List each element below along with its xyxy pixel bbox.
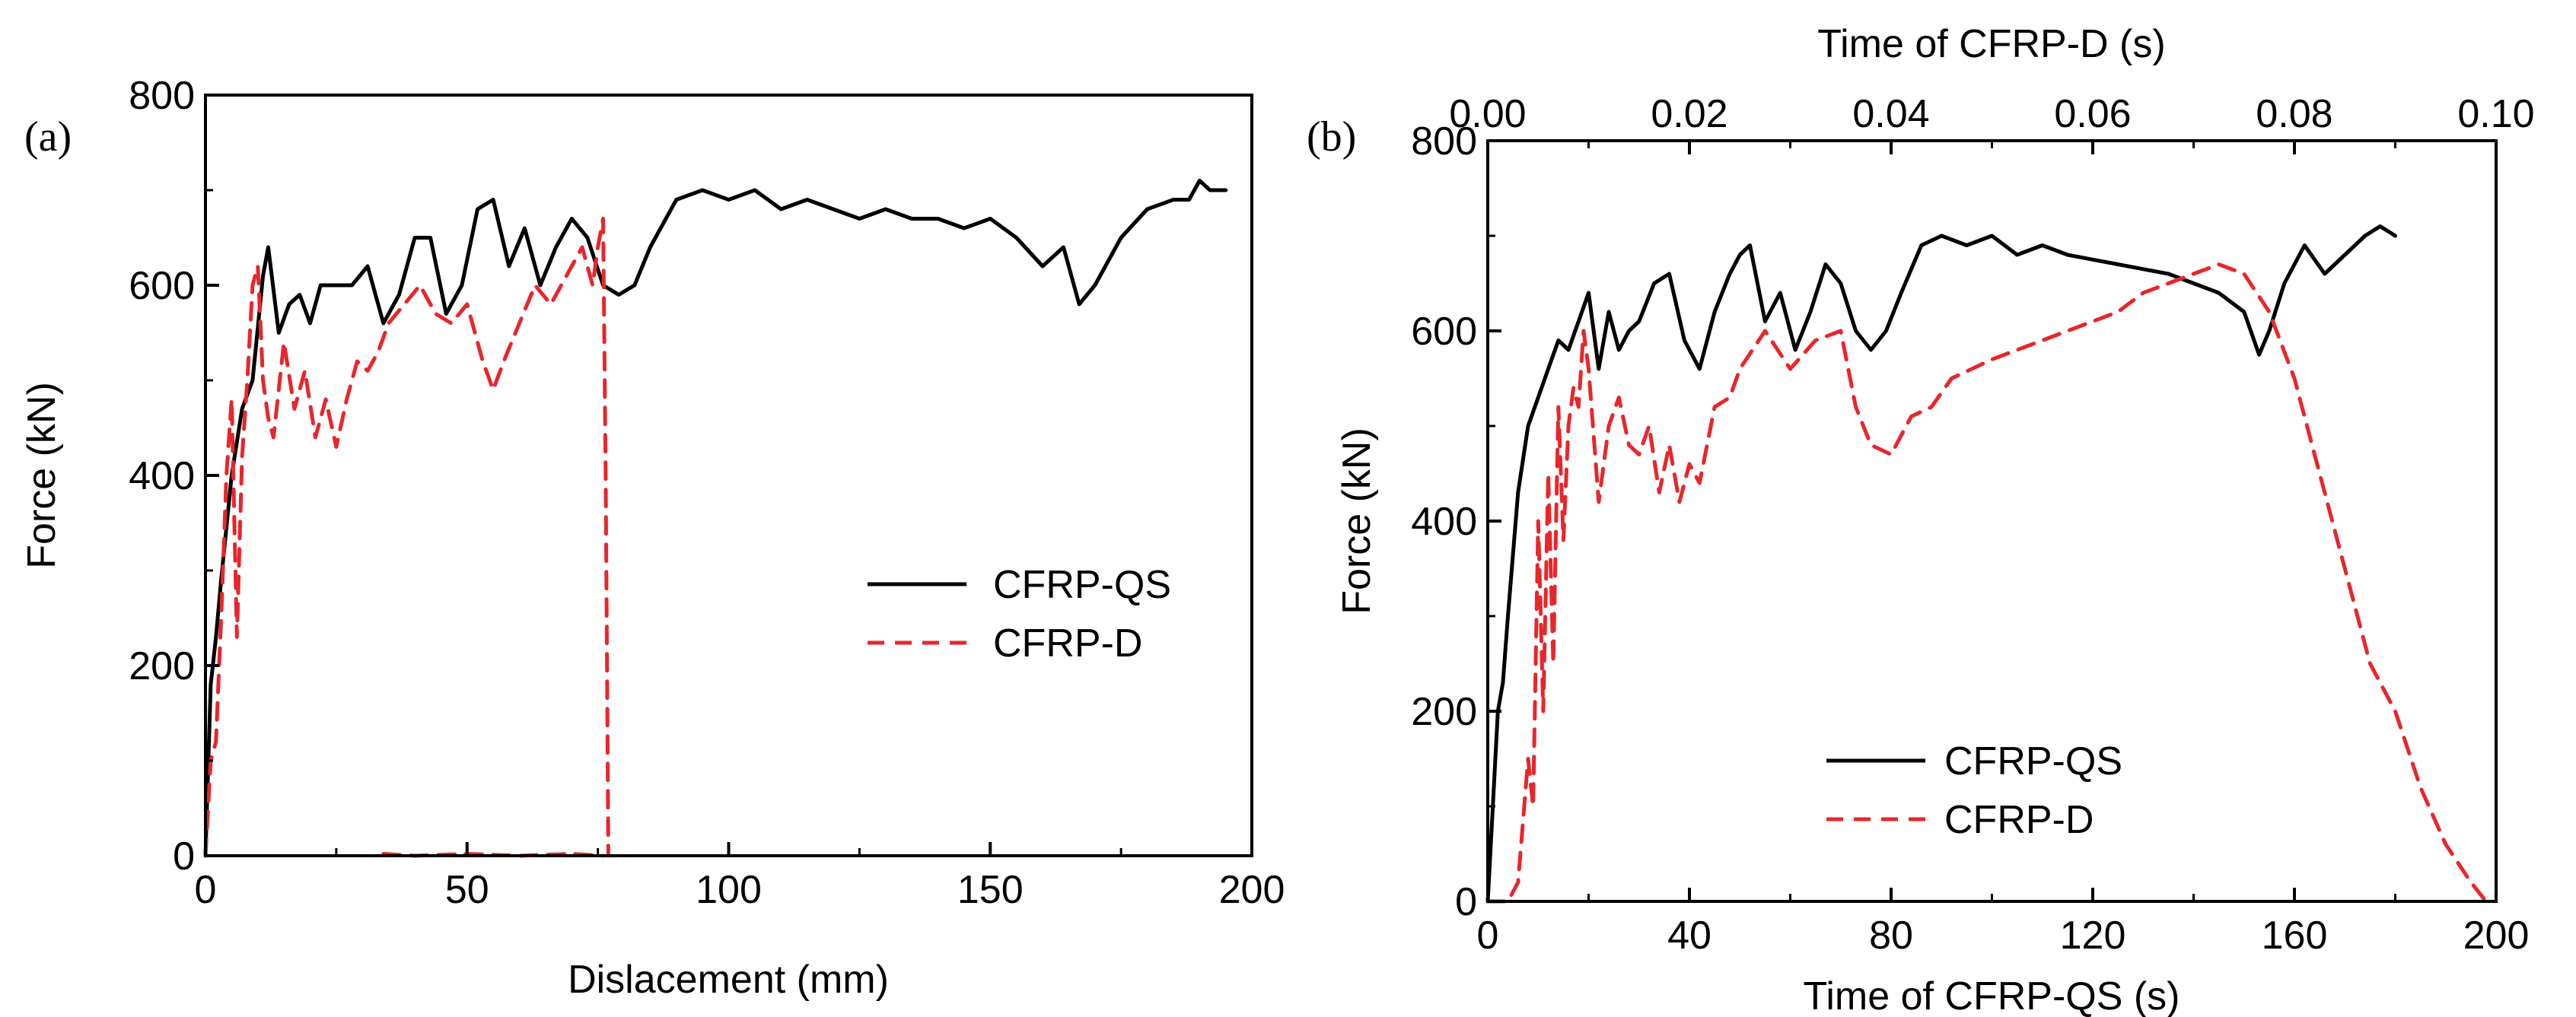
x-tick-label: 200 — [2463, 914, 2530, 958]
y-tick-label: 0 — [173, 834, 195, 879]
y-tick-label: 800 — [129, 74, 195, 118]
top-x-tick-label: 0.10 — [2457, 92, 2534, 136]
top-x-tick-label: 0.00 — [1449, 92, 1526, 136]
x-tick-label: 100 — [696, 868, 762, 912]
x-tick-label: 150 — [957, 868, 1024, 912]
panel-a-legend: CFRP-QS CFRP-D — [868, 563, 1171, 666]
panel-b-series-group — [1485, 224, 2488, 904]
panel-b-x-axis-label: Time of CFRP-QS (s) — [1804, 974, 2180, 1017]
top-x-tick-label: 0.06 — [2054, 92, 2131, 136]
legend-label-cfrp-d: CFRP-D — [993, 621, 1142, 666]
panel-b-chart: (b) 0 40 80 120 160 200 0.00 0.02 0.04 0.06 0.08 0… — [1307, 22, 2535, 1017]
panel-b-y-axis-label: Force (kN) — [1335, 427, 1379, 615]
panel-b-x-ticks: 0 40 80 120 160 200 — [1477, 888, 2530, 958]
y-tick-label: 200 — [1411, 690, 1477, 734]
x-tick-label: 200 — [1219, 868, 1285, 912]
y-tick-label: 600 — [129, 264, 195, 308]
y-tick-label: 600 — [1411, 310, 1477, 354]
legend-label-cfrp-d: CFRP-D — [1944, 798, 2094, 842]
panel-b-top-x-axis-label: Time of CFRP-D (s) — [1817, 22, 2165, 66]
panel-a-x-ticks: 0 50 100 150 200 — [195, 842, 1285, 912]
series-line-cfrp-qs — [1485, 224, 2397, 904]
y-tick-label: 800 — [1411, 119, 1477, 164]
panel-a-chart: (a) 0 50 100 150 200 0 200 400 600 800 Dislaceme… — [20, 74, 1285, 1002]
x-tick-label: 120 — [2060, 914, 2126, 958]
y-tick-label: 0 — [1455, 880, 1477, 924]
panel-a-y-axis-label: Force (kN) — [20, 382, 64, 569]
top-x-tick-label: 0.02 — [1651, 92, 1727, 136]
x-tick-label: 160 — [2262, 914, 2328, 958]
x-tick-label: 40 — [1667, 914, 1711, 958]
x-tick-label: 0 — [1477, 914, 1499, 958]
panel-a-label: (a) — [24, 113, 72, 160]
series-line-cfrp-d — [1485, 262, 2488, 904]
legend-label-cfrp-qs: CFRP-QS — [1944, 739, 2122, 783]
panel-b-top-x-ticks: 0.00 0.02 0.04 0.06 0.08 0.10 — [1449, 92, 2535, 154]
series-line-cfrp-qs — [203, 179, 1228, 858]
x-tick-label: 50 — [445, 868, 489, 912]
x-tick-label: 0 — [195, 868, 217, 912]
panel-a-plot-frame — [204, 94, 1253, 857]
panel-a-x-axis-label: Dislacement (mm) — [568, 958, 889, 1002]
x-tick-label: 80 — [1869, 914, 1913, 958]
panel-b-legend: CFRP-QS CFRP-D — [1826, 739, 2122, 842]
top-x-tick-label: 0.08 — [2256, 92, 2332, 136]
panel-a-y-ticks: 0 200 400 600 800 — [129, 74, 219, 879]
panel-b-y-ticks: 0 200 400 600 800 — [1411, 119, 1501, 924]
y-tick-label: 400 — [1411, 500, 1477, 544]
y-tick-label: 400 — [129, 454, 195, 498]
panel-a-series-group — [203, 179, 1228, 858]
series-line-cfrp-d — [203, 217, 610, 858]
panel-b-label: (b) — [1307, 113, 1356, 160]
y-tick-label: 200 — [129, 644, 195, 688]
legend-label-cfrp-qs: CFRP-QS — [993, 563, 1171, 607]
top-x-tick-label: 0.04 — [1852, 92, 1929, 136]
